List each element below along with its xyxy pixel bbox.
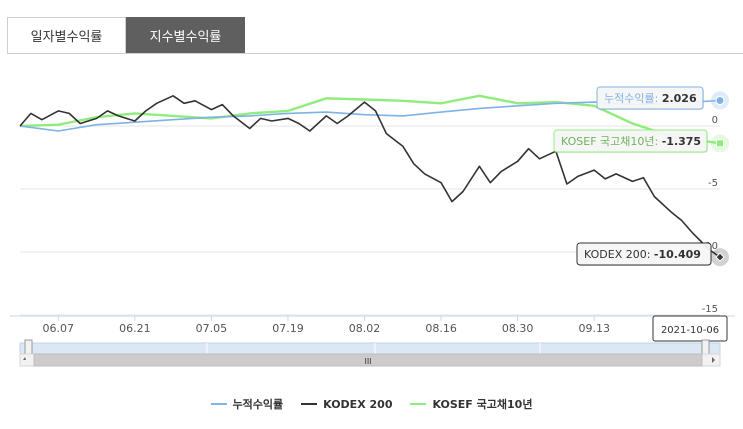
crosshair-date-text: 2021-10-06 xyxy=(661,325,719,336)
legend-swatch-cumulative xyxy=(210,403,227,405)
y-tick-label: 0 xyxy=(712,115,718,126)
tab-bar: 일자별수익률 지수별수익률 xyxy=(7,17,245,53)
legend-item-kodex[interactable]: KODEX 200 xyxy=(301,398,392,411)
tooltip-text: KODEX 200: -10.409 xyxy=(584,248,701,261)
tooltip-text: 누적수익률: 2.026 xyxy=(604,92,697,105)
chart-legend: 누적수익률 KODEX 200 KOSEF 국고채10년 xyxy=(0,396,743,412)
tooltip-box xyxy=(576,242,712,266)
x-tick-label: 06.07 xyxy=(43,322,75,335)
navigator xyxy=(19,339,721,355)
scrollbar-thumb xyxy=(33,353,703,367)
marker-kodex xyxy=(715,252,725,262)
legend-label-cumulative: 누적수익률 xyxy=(232,398,284,411)
navigator-range xyxy=(19,342,721,355)
x-tick-label: 06.21 xyxy=(119,322,151,335)
crosshair-date-label: 2021-10-06 xyxy=(652,315,728,342)
x-tick-label: 09.13 xyxy=(578,322,610,335)
x-tick-label: 08.02 xyxy=(349,322,381,335)
scrollbar-grip: III xyxy=(364,357,371,366)
series-line-cumulative xyxy=(19,99,721,132)
x-tick-label: 07.19 xyxy=(272,322,304,335)
y-tick-label: -15 xyxy=(702,304,718,315)
legend-swatch-kodex xyxy=(301,403,318,405)
series-line-kosef xyxy=(19,94,721,145)
tooltip-text: KOSEF 국고채10년: -1.375 xyxy=(561,135,701,148)
scroll-left-arrow xyxy=(23,357,26,360)
navigator-handle-right xyxy=(701,339,710,355)
tab-divider xyxy=(7,53,743,54)
legend-label-kosef: KOSEF 국고채10년 xyxy=(432,398,533,411)
tooltip-kosef: KOSEF 국고채10년: -1.375 xyxy=(553,129,708,153)
tooltip-box xyxy=(596,86,704,110)
marker-kosef xyxy=(716,139,724,148)
legend-label-kodex: KODEX 200 xyxy=(323,397,393,411)
navigator-handle-left xyxy=(24,339,33,355)
y-tick-label: -5 xyxy=(708,178,718,189)
tooltip-box xyxy=(553,129,708,153)
scrollbar: III xyxy=(19,353,721,367)
legend-item-kosef[interactable]: KOSEF 국고채10년 xyxy=(410,396,532,412)
scroll-right-arrow xyxy=(712,357,715,363)
x-tick-label: 08.30 xyxy=(502,322,534,335)
series-line-kodex xyxy=(19,95,721,258)
tab-index-return[interactable]: 지수별수익률 xyxy=(126,17,245,53)
marker-cumulative xyxy=(715,95,725,105)
x-tick-label: 08.16 xyxy=(425,322,457,335)
legend-item-cumulative[interactable]: 누적수익률 xyxy=(210,396,284,412)
tooltip-cumulative: 누적수익률: 2.026 xyxy=(596,86,704,110)
crosshair-date-box xyxy=(652,315,728,342)
line-chart: 0-5-10-1506.0706.2107.0507.1908.0208.160… xyxy=(10,86,735,367)
tooltip-kodex: KODEX 200: -10.409 xyxy=(576,242,712,266)
x-tick-label: 07.05 xyxy=(196,322,228,335)
legend-swatch-kosef xyxy=(410,403,427,405)
tab-daily-return[interactable]: 일자별수익률 xyxy=(7,17,126,53)
